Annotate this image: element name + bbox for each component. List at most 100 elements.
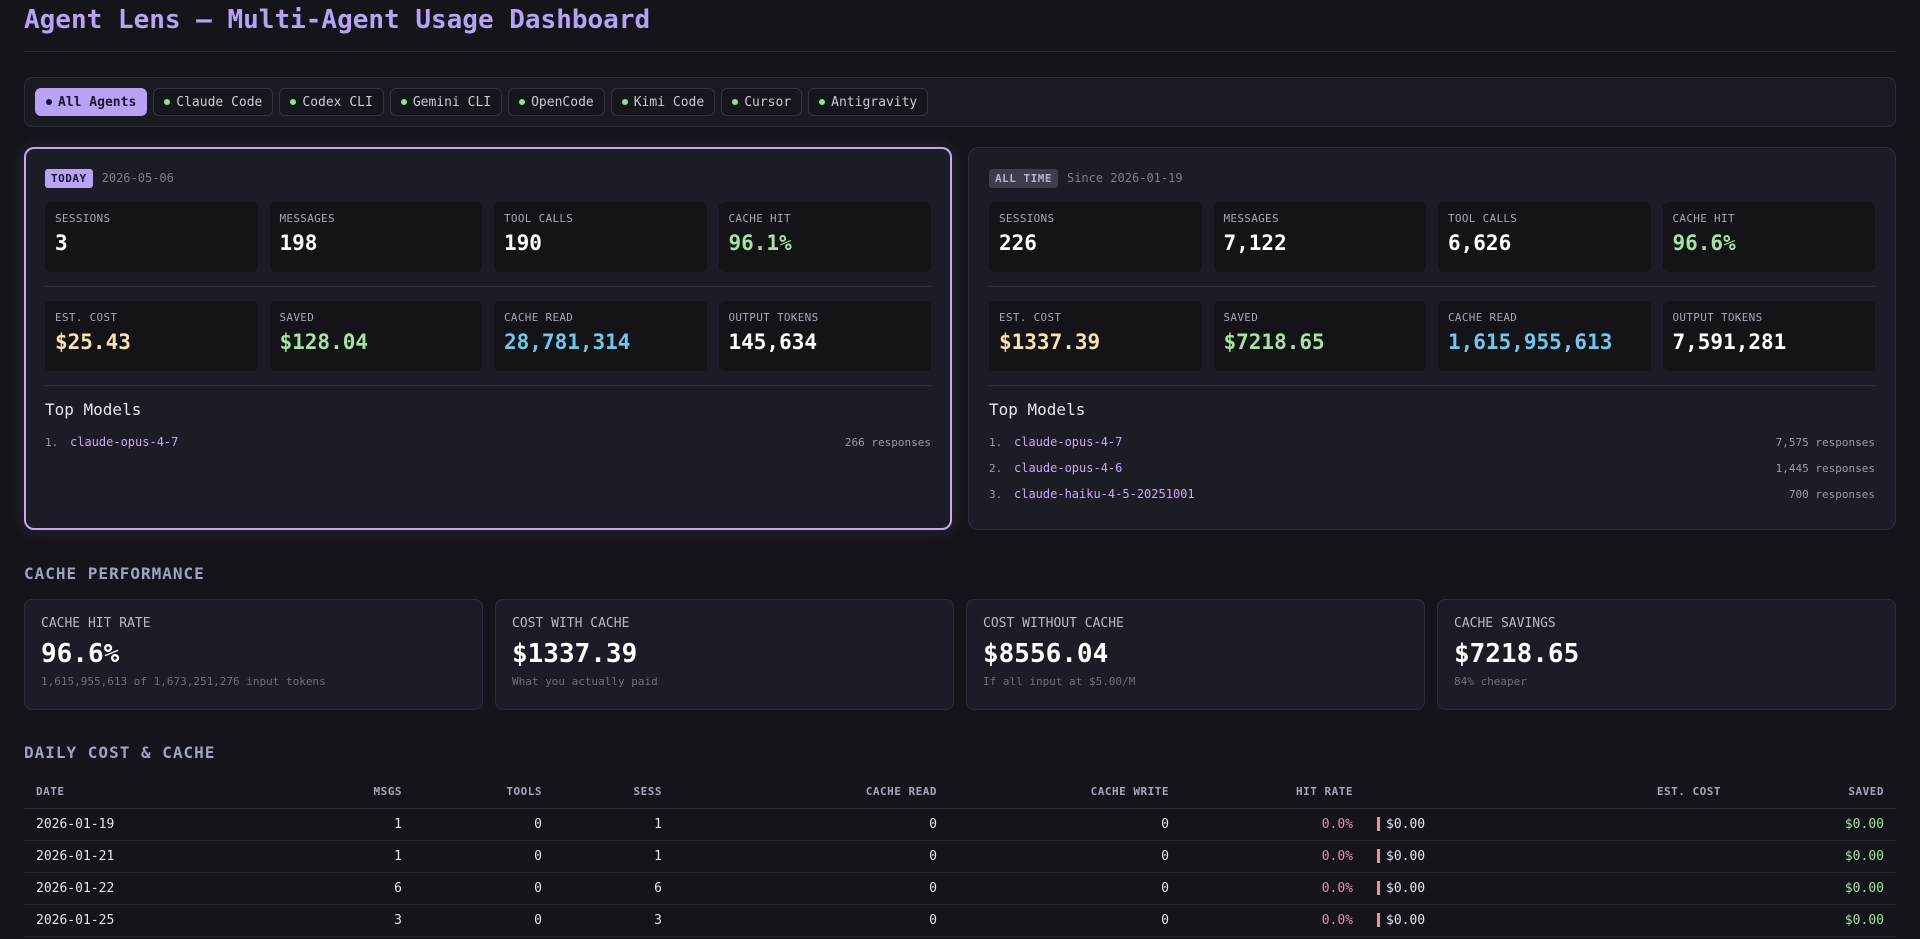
- stat-tool-calls: TOOL CALLS 190: [494, 202, 707, 272]
- column-header-sess[interactable]: SESS: [554, 776, 674, 809]
- cell-cache-write: 0: [949, 872, 1181, 905]
- stat-row: SESSIONS 3 MESSAGES 198 TOOL CALLS 190 CACH…: [45, 202, 931, 272]
- stat-value: 190: [504, 231, 542, 255]
- stat-value: 96.1%: [728, 231, 792, 255]
- card-label: CACHE HIT RATE: [41, 616, 151, 631]
- cost-bar: [1377, 849, 1380, 863]
- stat-value: 6,626: [1448, 231, 1512, 255]
- cell-cache-read: 0: [674, 872, 949, 905]
- cell-saved: $0.00: [1733, 840, 1896, 873]
- stat-tool-calls: TOOL CALLS 6,626: [1438, 202, 1651, 272]
- cell-msgs: 1: [224, 840, 414, 873]
- agent-chip-kimi-code[interactable]: Kimi Code: [610, 88, 716, 116]
- stat-label: CACHE READ: [1448, 311, 1518, 324]
- cache-cards: CACHE HIT RATE 96.6% 1,615,955,613 of 1,…: [24, 599, 1896, 710]
- column-header-tools[interactable]: TOOLS: [414, 776, 554, 809]
- cell-saved: $0.00: [1733, 808, 1896, 841]
- stat-value: $7218.65: [1223, 330, 1325, 354]
- column-header-cache-write[interactable]: CACHE WRITE: [949, 776, 1181, 809]
- stat-value: 145,634: [728, 330, 818, 354]
- column-header-cache-read[interactable]: CACHE READ: [674, 776, 949, 809]
- card-label: CACHE SAVINGS: [1454, 616, 1556, 631]
- cell-cache-write: 0: [949, 808, 1181, 841]
- cell-tools: 0: [414, 872, 554, 905]
- cell-tools: 0: [414, 840, 554, 873]
- stat-label: EST. COST: [999, 311, 1062, 324]
- stat-label: TOOL CALLS: [1448, 212, 1518, 225]
- stat-output-tokens: OUTPUT TOKENS 7,591,281: [1662, 301, 1875, 371]
- stat-value: 7,591,281: [1672, 330, 1787, 354]
- column-header-saved[interactable]: SAVED: [1733, 776, 1896, 809]
- stat-label: OUTPUT TOKENS: [1672, 311, 1763, 324]
- card-subtext: If all input at $5.00/M: [983, 675, 1136, 688]
- daily-cost-table: DATE MSGS TOOLS SESS CACHE READ CACHE WR…: [24, 776, 1896, 937]
- daily-cost-heading: DAILY COST & CACHE: [24, 743, 216, 762]
- cell-est-cost: $0.00: [1365, 808, 1733, 841]
- column-header-hit-rate[interactable]: HIT RATE: [1181, 776, 1365, 809]
- agent-chip-cursor[interactable]: Cursor: [721, 88, 803, 116]
- agent-chip-claude-code[interactable]: Claude Code: [153, 88, 274, 116]
- agent-chip-label: All Agents: [58, 94, 137, 110]
- model-rank: 1.: [45, 435, 59, 449]
- today-panel: TODAY 2026-05-06 SESSIONS 3 MESSAGES 198 T…: [24, 147, 952, 530]
- card-subtext: 1,615,955,613 of 1,673,251,276 input tok…: [41, 675, 326, 688]
- cost-without-cache-card: COST WITHOUT CACHE $8556.04 If all input…: [966, 599, 1425, 710]
- stat-est-cost: EST. COST $1337.39: [989, 301, 1202, 371]
- agent-chip-codex-cli[interactable]: Codex CLI: [279, 88, 384, 116]
- stat-label: SAVED: [1223, 311, 1259, 324]
- card-value: $7218.65: [1454, 639, 1580, 669]
- cell-date: 2026-01-19: [24, 808, 224, 841]
- agent-chip-antigravity[interactable]: Antigravity: [808, 88, 929, 116]
- status-dot-icon: [621, 99, 628, 105]
- stat-label: SESSIONS: [55, 212, 111, 225]
- cell-cache-read: 0: [674, 840, 949, 873]
- model-responses: 1,445 responses: [1775, 461, 1875, 475]
- column-header-est-cost[interactable]: EST. COST: [1365, 776, 1733, 809]
- stat-value: 226: [999, 231, 1037, 255]
- table-row: 2026-01-19 1 0 1 0 0 0.0% $0.00 $0.00: [24, 808, 1896, 841]
- status-dot-icon: [732, 99, 739, 105]
- all-time-panel: ALL TIME Since 2026-01-19 SESSIONS 226 ME…: [968, 147, 1896, 530]
- agent-chip-label: Antigravity: [831, 94, 918, 110]
- stat-value: 96.6%: [1672, 231, 1736, 255]
- cost-value: $0.00: [1386, 880, 1426, 896]
- card-value: $8556.04: [983, 639, 1109, 669]
- stat-label: MESSAGES: [279, 212, 335, 225]
- panel-date: 2026-05-06: [101, 171, 174, 185]
- stat-value: 3: [55, 231, 68, 255]
- cost-bar: [1377, 817, 1380, 831]
- agent-chip-opencode[interactable]: OpenCode: [508, 88, 605, 116]
- cell-date: 2026-01-22: [24, 872, 224, 905]
- cell-tools: 0: [414, 808, 554, 841]
- column-header-msgs[interactable]: MSGS: [224, 776, 414, 809]
- status-dot-icon: [290, 99, 297, 105]
- stat-label: EST. COST: [55, 311, 118, 324]
- cell-hit-rate: 0.0%: [1181, 872, 1365, 905]
- stat-label: CACHE HIT: [1672, 212, 1735, 225]
- stat-value: $25.43: [55, 330, 131, 354]
- cost-value: $0.00: [1386, 816, 1426, 832]
- cost-value: $0.00: [1386, 912, 1426, 928]
- cell-hit-rate: 0.0%: [1181, 808, 1365, 841]
- stat-est-cost: EST. COST $25.43: [45, 301, 258, 371]
- status-dot-icon: [400, 99, 407, 105]
- stat-label: CACHE HIT: [728, 212, 791, 225]
- stat-cache-hit: CACHE HIT 96.6%: [1662, 202, 1875, 272]
- model-name: claude-opus-4-6: [1014, 461, 1123, 475]
- stat-value: $1337.39: [999, 330, 1101, 354]
- agent-chip-label: Gemini CLI: [412, 94, 492, 110]
- list-item: 1. claude-opus-4-7 266 responses: [45, 429, 931, 455]
- stat-label: CACHE READ: [504, 311, 574, 324]
- stat-row: EST. COST $25.43 SAVED $128.04 CACHE READ 2…: [45, 301, 931, 371]
- model-name: claude-opus-4-7: [1014, 435, 1123, 449]
- agent-chip-all[interactable]: All Agents: [35, 88, 148, 116]
- stat-value: 198: [279, 231, 318, 255]
- agent-filter-bar: All Agents Claude Code Codex CLI Gemini …: [24, 77, 1896, 127]
- stat-value: 28,781,314: [504, 330, 631, 354]
- stat-messages: MESSAGES 198: [269, 202, 482, 272]
- agent-chip-gemini-cli[interactable]: Gemini CLI: [389, 88, 503, 116]
- table-row: 2026-01-22 6 0 6 0 0 0.0% $0.00 $0.00: [24, 872, 1896, 905]
- stat-sessions: SESSIONS 3: [45, 202, 258, 272]
- column-header-date[interactable]: DATE: [24, 776, 224, 809]
